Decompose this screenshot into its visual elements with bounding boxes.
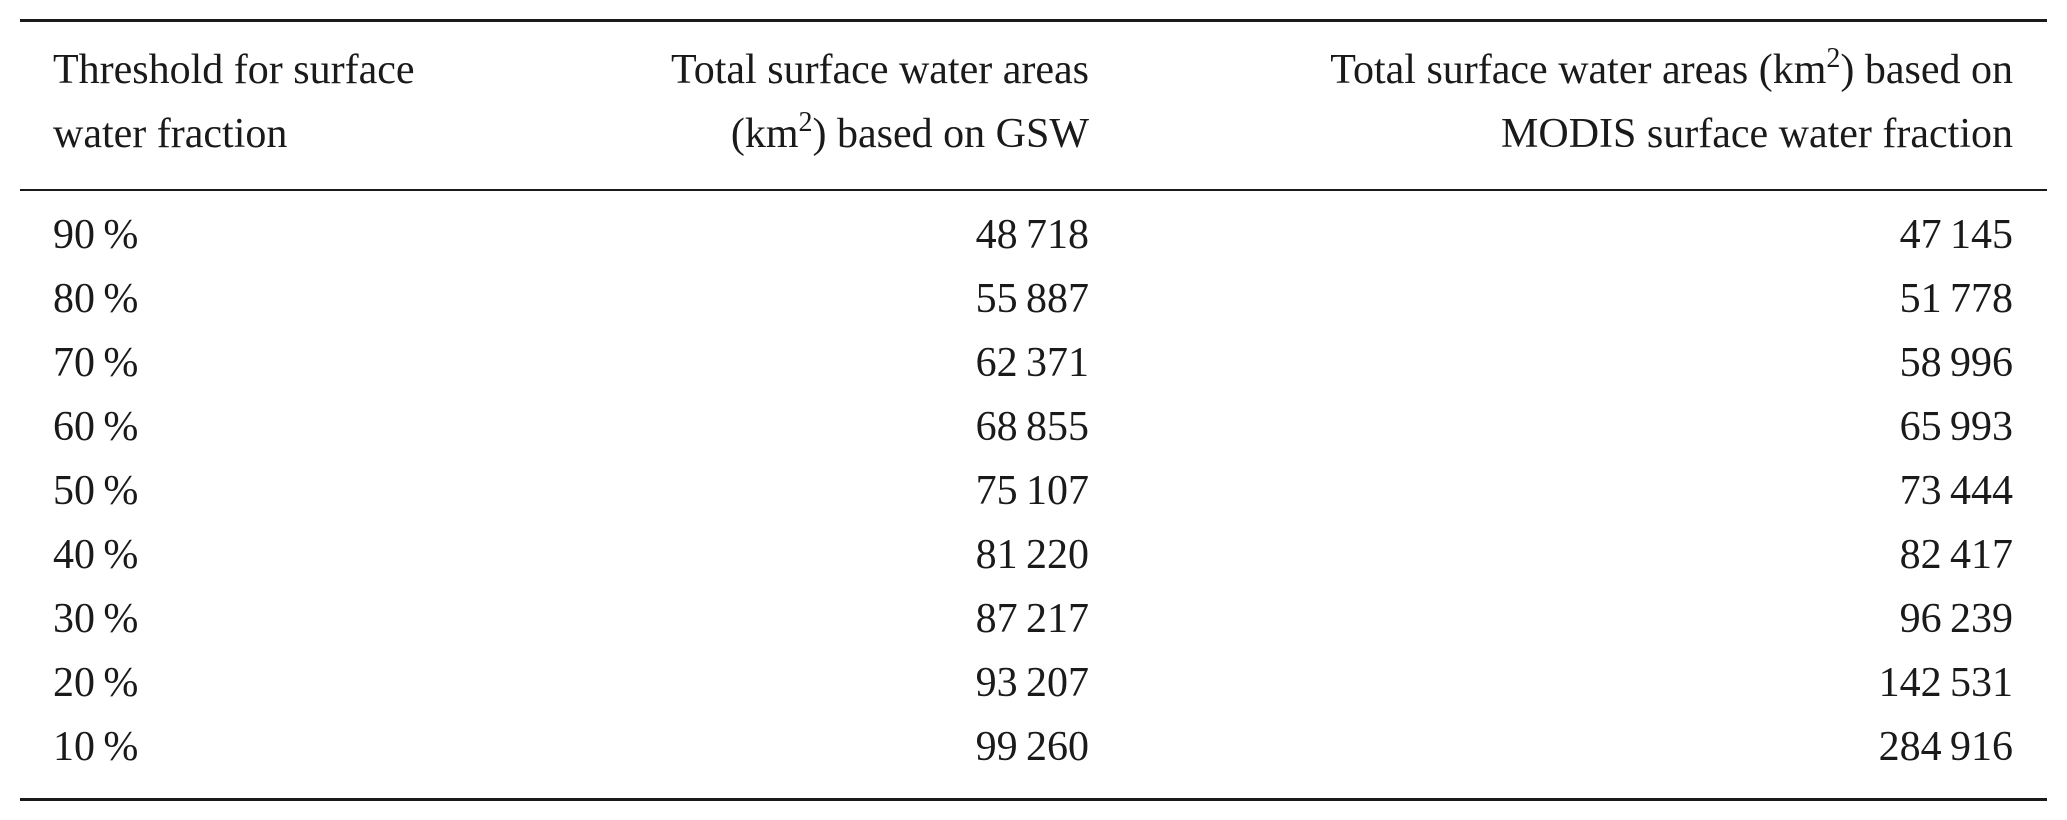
threshold-cell: 90 %	[53, 212, 139, 258]
superscript: 2	[1826, 43, 1841, 74]
area-cell: 62 371	[975, 340, 1089, 386]
header-line: Threshold for surface	[53, 47, 415, 93]
superscript: 2	[798, 107, 813, 138]
area-cell: 58 996	[1899, 340, 2013, 386]
threshold-cell: 70 %	[53, 340, 139, 386]
threshold-cell: 20 %	[53, 660, 139, 706]
area-cell: 65 993	[1899, 404, 2013, 450]
area-cell: 99 260	[975, 724, 1089, 770]
area-cell: 75 107	[975, 468, 1089, 514]
area-cell: 82 417	[1899, 532, 2013, 578]
threshold-cell: 60 %	[53, 404, 139, 450]
area-cell: 47 145	[1899, 212, 2013, 258]
header-line: Total surface water areas	[671, 47, 1089, 93]
area-cell: 284 916	[1878, 724, 2013, 770]
area-cell: 73 444	[1899, 468, 2013, 514]
bottom-rule	[20, 798, 2047, 801]
threshold-cell: 10 %	[53, 724, 139, 770]
area-cell: 142 531	[1878, 660, 2013, 706]
area-cell: 93 207	[975, 660, 1089, 706]
area-cell: 81 220	[975, 532, 1089, 578]
area-cell: 96 239	[1899, 596, 2013, 642]
top-rule	[20, 19, 2047, 22]
header-cell: Total surface water areas (km2) based on…	[671, 38, 1089, 166]
area-cell: 68 855	[975, 404, 1089, 450]
header-text: (km	[730, 111, 799, 157]
header-text: ) based on GSW	[812, 111, 1089, 157]
header-cell: Total surface water areas (km2) based on…	[1330, 38, 2013, 166]
threshold-cell: 40 %	[53, 532, 139, 578]
header-rule	[20, 189, 2047, 191]
threshold-cell: 30 %	[53, 596, 139, 642]
header-cell: Threshold for surface water fraction	[53, 38, 415, 166]
header-text: ) based on	[1840, 47, 2013, 93]
area-cell: 87 217	[975, 596, 1089, 642]
area-cell: 48 718	[975, 212, 1089, 258]
area-cell: 51 778	[1899, 276, 2013, 322]
header-line: (km2) based on GSW	[671, 102, 1089, 166]
header-line: water fraction	[53, 111, 288, 157]
header-line: Total surface water areas (km2) based on	[1330, 38, 2013, 102]
threshold-cell: 80 %	[53, 276, 139, 322]
area-cell: 55 887	[975, 276, 1089, 322]
header-line: MODIS surface water fraction	[1501, 111, 2013, 157]
threshold-cell: 50 %	[53, 468, 139, 514]
header-text: Total surface water areas (km	[1330, 47, 1827, 93]
